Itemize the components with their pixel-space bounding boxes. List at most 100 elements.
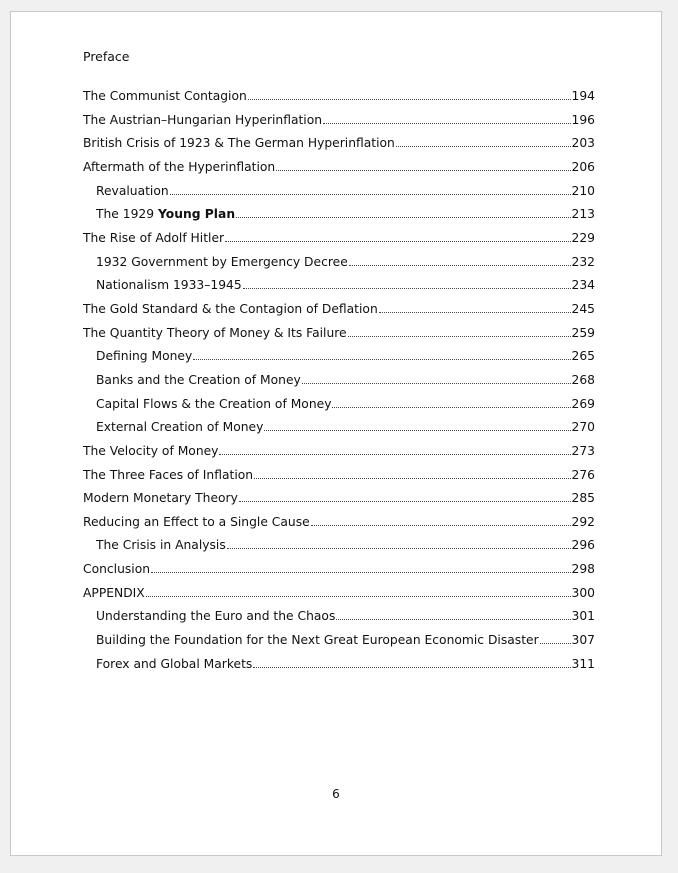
toc-entry-page: 265 (571, 349, 595, 364)
dot-leader (301, 373, 571, 384)
toc-entry-page: 206 (571, 159, 595, 174)
dot-leader (242, 278, 571, 290)
toc-entry-title: The 1929 Young Plan (96, 207, 235, 221)
toc-entry[interactable]: Nationalism 1933–1945 234 (83, 278, 595, 302)
toc-entry-title-text: Revaluation (96, 183, 169, 198)
toc-entry-page: 269 (571, 396, 595, 411)
toc-entry-title: Understanding the Euro and the Chaos (96, 609, 335, 623)
dot-leader (348, 255, 571, 266)
toc-entry-title-text: External Creation of Money (96, 420, 264, 435)
toc-entry-title-text: The Gold Standard & the Contagion of Def… (83, 301, 378, 316)
toc-entry[interactable]: Aftermath of the Hyperinflation 206 (83, 160, 595, 184)
toc-entry-page: 311 (571, 656, 595, 671)
toc-entry[interactable]: The Rise of Adolf Hitler 229 (83, 231, 595, 255)
toc-entry-title-text: Nationalism 1933–1945 (96, 278, 242, 293)
toc-entry[interactable]: Modern Monetary Theory 285 (83, 491, 595, 515)
toc-entry-title-text: Modern Monetary Theory (83, 491, 238, 506)
toc-entry[interactable]: The Gold Standard & the Contagion of Def… (83, 302, 595, 326)
toc-entry-title-bold: Young Plan (157, 207, 236, 222)
toc-entry-title: 1932 Government by Emergency Decree (96, 255, 348, 269)
toc-entry[interactable]: Building the Foundation for the Next Gre… (83, 633, 595, 657)
toc-entry-title-text: The Three Faces of Inflation (83, 467, 254, 482)
toc-entry[interactable]: 1932 Government by Emergency Decree 232 (83, 255, 595, 279)
toc-entry[interactable]: The Velocity of Money 273 (83, 444, 595, 468)
toc-entry-title-text: Building the Foundation for the Next Gre… (96, 633, 539, 648)
dot-leader (236, 207, 571, 219)
toc-entry-page: 245 (571, 301, 595, 316)
toc-entry-title: British Crisis of 1923 & The German Hype… (83, 136, 395, 150)
toc-entry-title: The Rise of Adolf Hitler (83, 231, 224, 245)
toc-entry-title: The Austrian–Hungarian Hyperinflation (83, 113, 322, 127)
preface-heading: Preface (83, 49, 130, 64)
dot-leader (347, 326, 571, 337)
toc-entry-title-text: The Austrian–Hungarian Hyperinflation (83, 112, 323, 127)
dot-leader (151, 562, 571, 574)
toc-entry-page: 298 (571, 562, 595, 577)
toc-entry-title: Nationalism 1933–1945 (96, 278, 242, 292)
toc-entry-title-text: British Crisis of 1923 & The German Hype… (83, 136, 395, 151)
dot-leader (276, 160, 571, 171)
toc-entry[interactable]: External Creation of Money 270 (83, 420, 595, 444)
toc-entry-page: 259 (571, 325, 595, 340)
toc-entry[interactable]: The 1929 Young Plan 213 (83, 207, 595, 231)
toc-entry-page: 301 (571, 609, 595, 624)
toc-entry-page: 203 (571, 136, 595, 151)
toc-entry[interactable]: Capital Flows & the Creation of Money 269 (83, 397, 595, 421)
toc-entry[interactable]: APPENDIX 300 (83, 586, 595, 610)
toc-entry-title: APPENDIX (83, 586, 145, 600)
toc-entry[interactable]: The Communist Contagion 194 (83, 89, 595, 113)
toc-entry-title-text: The Communist Contagion (83, 89, 247, 103)
toc-entry-title: Aftermath of the Hyperinflation (83, 160, 275, 174)
dot-leader (310, 515, 571, 526)
dot-leader (253, 657, 571, 668)
toc-entry[interactable]: Defining Money 265 (83, 349, 595, 373)
dot-leader (145, 586, 571, 597)
toc-entry-title: Reducing an Effect to a Single Cause (83, 515, 310, 529)
toc-entry-page: 196 (571, 112, 595, 127)
toc-entry-title-text: Defining Money (96, 349, 193, 364)
toc-entry-page: 232 (571, 254, 595, 269)
dot-leader (193, 349, 571, 361)
toc-entry-title-text: Banks and the Creation of Money (96, 372, 301, 387)
toc-entry[interactable]: The Quantity Theory of Money & Its Failu… (83, 326, 595, 350)
toc-entry-page: 194 (571, 89, 595, 103)
toc-entry-page: 285 (571, 491, 595, 506)
toc-entry-title-text: Aftermath of the Hyperinflation (83, 159, 276, 174)
toc-entry-page: 276 (571, 467, 595, 482)
toc-entry-title-text: Capital Flows & the Creation of Money (96, 396, 332, 411)
dot-leader (264, 420, 571, 432)
dot-leader (247, 89, 571, 100)
toc-entry[interactable]: Reducing an Effect to a Single Cause 292 (83, 515, 595, 539)
dot-leader (226, 538, 571, 550)
dot-leader (169, 184, 571, 195)
toc-entry-page: 213 (571, 207, 595, 222)
toc-entry[interactable]: Revaluation 210 (83, 184, 595, 208)
toc-entry-page: 273 (571, 443, 595, 458)
toc-entry-title: Capital Flows & the Creation of Money (96, 397, 331, 411)
toc-entry[interactable]: The Three Faces of Inflation 276 (83, 468, 595, 492)
toc-entry-title: The Gold Standard & the Contagion of Def… (83, 302, 378, 316)
toc-entry[interactable]: Understanding the Euro and the Chaos 301 (83, 609, 595, 633)
toc-entry-page: 229 (571, 230, 595, 245)
toc-entry-page: 270 (571, 420, 595, 435)
dot-leader (254, 468, 571, 479)
toc-entry-title-text: The 1929 (96, 207, 158, 222)
toc-entry-title: Conclusion (83, 562, 150, 576)
toc-entry[interactable]: The Crisis in Analysis 296 (83, 538, 595, 562)
toc-entry[interactable]: Conclusion 298 (83, 562, 595, 586)
toc-entry-title: Banks and the Creation of Money (96, 373, 301, 387)
toc-entry[interactable]: Forex and Global Markets 311 (83, 657, 595, 681)
toc-entry[interactable]: British Crisis of 1923 & The German Hype… (83, 136, 595, 160)
toc-entry-title-text: 1932 Government by Emergency Decree (96, 254, 348, 269)
document-page: Preface The Communist Contagion 194 The Au… (10, 11, 662, 856)
toc-entry-page: 300 (571, 585, 595, 600)
toc-entry-title: The Crisis in Analysis (96, 538, 226, 552)
toc-entry[interactable]: The Austrian–Hungarian Hyperinflation 196 (83, 113, 595, 137)
toc-entry[interactable]: Banks and the Creation of Money 268 (83, 373, 595, 397)
toc-entry-title: Forex and Global Markets (96, 657, 252, 671)
toc-entry-title: The Quantity Theory of Money & Its Failu… (83, 326, 347, 340)
toc-entry-title-text: APPENDIX (83, 585, 145, 600)
toc-entry-page: 292 (571, 514, 595, 529)
toc-entry-title: Modern Monetary Theory (83, 491, 238, 505)
table-of-contents: The Communist Contagion 194 The Austrian–H… (83, 89, 595, 680)
